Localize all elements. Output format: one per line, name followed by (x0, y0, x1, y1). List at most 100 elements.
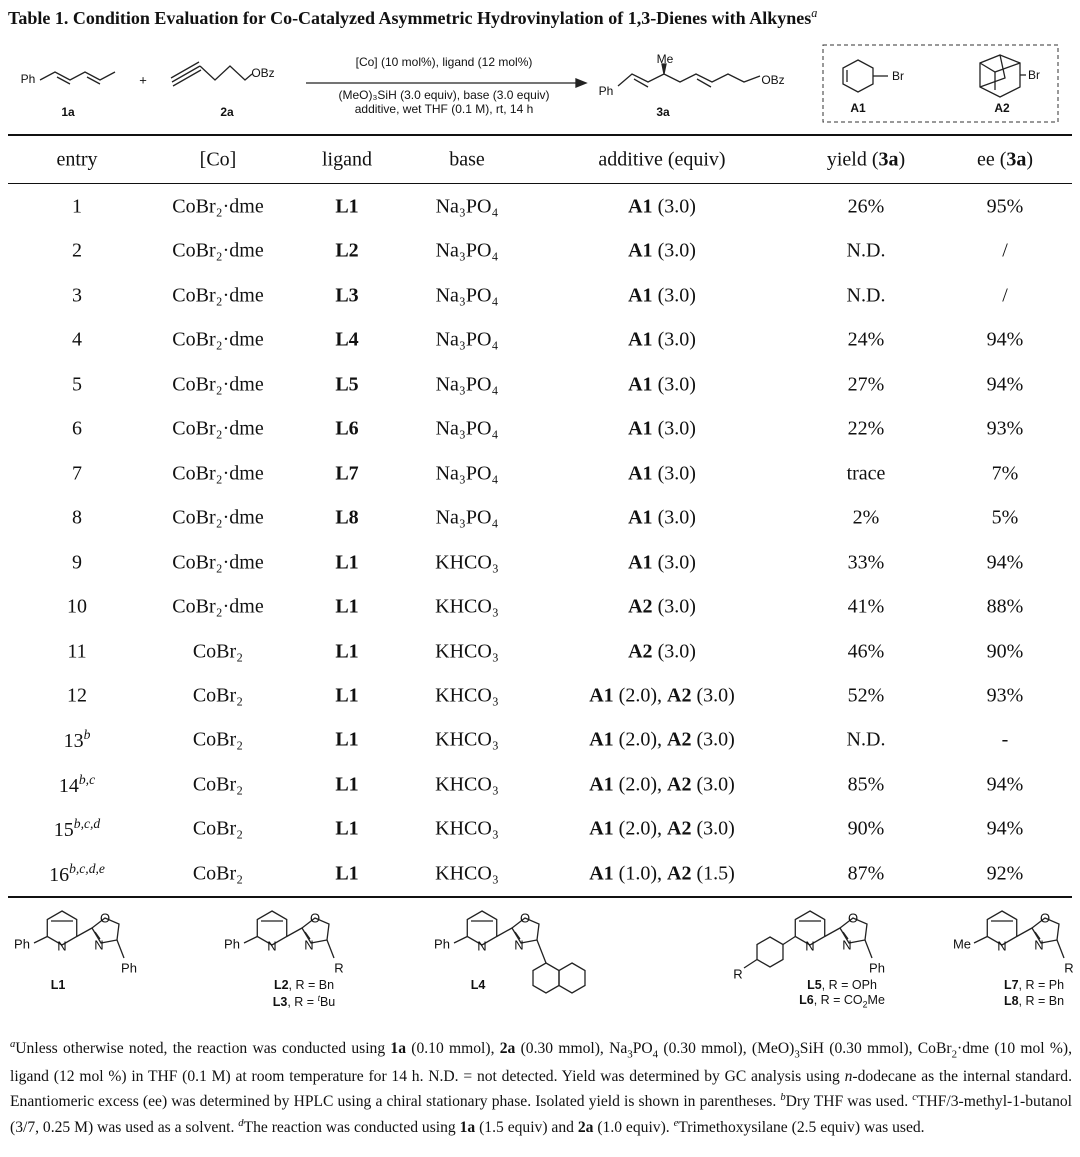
text-run: d (238, 1117, 244, 1129)
table-cell: CoBr₂·dme (172, 196, 263, 219)
table-cell: L3 (335, 284, 358, 307)
text-run: Na₃PO₄ (435, 328, 499, 351)
group-label: Br (1028, 68, 1040, 82)
text-run: CoBr₂·dme (172, 284, 264, 307)
text-run: 5% (991, 506, 1019, 529)
table-cell: CoBr₂·dme (172, 240, 263, 263)
table-cell: A1 (1.0), A2 (1.5) (589, 862, 735, 885)
bond (532, 962, 560, 994)
footnotes: aUnless otherwise noted, the reaction wa… (10, 1034, 1072, 1138)
atom-label: O (99, 910, 111, 926)
table-cell: L1 (335, 818, 358, 841)
table-cell: CoBr₂ (193, 773, 243, 796)
table-cell: L8 (335, 507, 358, 530)
text-run: 90% (847, 817, 885, 840)
text-run: KHCO₃ (435, 640, 499, 662)
table-cell: A1 (3.0) (628, 373, 696, 396)
ligand-caption: L1 (51, 978, 66, 992)
text-run: 8 (72, 506, 82, 529)
bond (33, 935, 48, 944)
text-run: CoBr₂ (192, 817, 244, 840)
atom-label: Ph (869, 960, 885, 976)
text-run: 9 (72, 551, 82, 574)
text-run: 7 (72, 462, 82, 485)
text-run: additive (equiv) (598, 148, 726, 171)
text-run: 88% (986, 595, 1024, 618)
table-cell: A1 (2.0), A2 (3.0) (589, 729, 735, 752)
text-run: (3.0) (652, 462, 696, 485)
table-cell: Na₃PO₄ (436, 240, 499, 263)
bond (743, 958, 758, 969)
text-run: CoBr₂·dme (172, 595, 264, 618)
column-header: ligand (322, 149, 372, 172)
table-cell: 88% (987, 596, 1024, 619)
text-run: 3 (627, 1048, 633, 1061)
table-cell: KHCO₃ (435, 729, 499, 752)
text-run: (2.0), (613, 684, 667, 707)
text-run: (2.0), (613, 728, 667, 751)
atom-label: Ph (434, 936, 450, 952)
table-cell: A1 (2.0), A2 (3.0) (589, 818, 735, 841)
text-run: 4 (72, 328, 82, 351)
text-run: A1 (589, 728, 614, 751)
bond (116, 939, 125, 959)
text-run: Unless otherwise noted, the reaction was… (15, 1040, 391, 1058)
table-cell: A1 (3.0) (628, 196, 696, 219)
text-run: n (844, 1067, 853, 1085)
table-cell: KHCO₃ (435, 684, 499, 707)
table-cell: A2 (3.0) (628, 640, 696, 663)
table-cell: 22% (848, 418, 885, 441)
wedge (661, 63, 667, 75)
text-run: THF/3-methyl-1-butanol (3/7, 0.25 M) was… (10, 1093, 1072, 1136)
ligand-caption: L3, R = tBu (273, 993, 335, 1009)
atom-label: O (309, 910, 321, 926)
text-run: (3.0) (652, 595, 696, 618)
arrowhead (575, 78, 588, 88)
atom-label: Me (952, 936, 972, 952)
table-cell: A2 (3.0) (628, 596, 696, 619)
table-cell: - (1002, 729, 1009, 752)
table-cell: Na₃PO₄ (436, 373, 499, 396)
atom-label: R (733, 966, 743, 982)
column-header: [Co] (200, 149, 237, 172)
text-run: 2 (72, 239, 82, 262)
text-run: L1 (50, 978, 66, 992)
text-run: 52% (847, 684, 885, 707)
group-label: Br (892, 69, 904, 83)
text-run: CoBr₂ (192, 728, 244, 751)
text-run: (3.0) (691, 728, 735, 751)
atom-label: Ph (14, 936, 30, 952)
text-run: 93% (986, 684, 1024, 707)
text-run: 6 (72, 417, 82, 440)
text-run: , R = Bn (288, 978, 335, 992)
text-run: (0.10 mmol), (406, 1040, 500, 1058)
table-cell: 11 (67, 640, 86, 663)
text-run: 3a (878, 148, 899, 171)
table-cell: 24% (848, 329, 885, 352)
table-cell: A1 (2.0), A2 (3.0) (589, 684, 735, 707)
cage (979, 62, 1021, 73)
column-header: yield (3a) (827, 149, 905, 172)
column-header: ee (3a) (977, 149, 1033, 172)
text-run: 94% (986, 551, 1024, 574)
table-cell: CoBr₂·dme (172, 329, 263, 352)
text-run: A1 (589, 773, 614, 796)
table-cell: 85% (848, 773, 885, 796)
atom-label: N (477, 938, 487, 954)
text-run: b,c,d,e (69, 860, 105, 876)
text-run: (2.0), (613, 773, 667, 796)
text-run: L4 (470, 978, 486, 992)
bond (496, 927, 513, 938)
text-run: / (1002, 239, 1008, 262)
text-run: N.D. (846, 728, 886, 751)
bond (633, 78, 649, 88)
text-run: 3a (1006, 148, 1027, 171)
text-run: a (10, 1039, 16, 1050)
text-run: Na₃PO₄ (435, 417, 499, 440)
text-run: A1 (628, 373, 653, 396)
table-cell: 14b,c (59, 772, 95, 798)
table-cell: trace (847, 462, 886, 485)
ligand-caption: L8, R = Bn (1004, 994, 1064, 1008)
text-run: Bu (319, 995, 336, 1010)
text-run: base (449, 148, 485, 171)
